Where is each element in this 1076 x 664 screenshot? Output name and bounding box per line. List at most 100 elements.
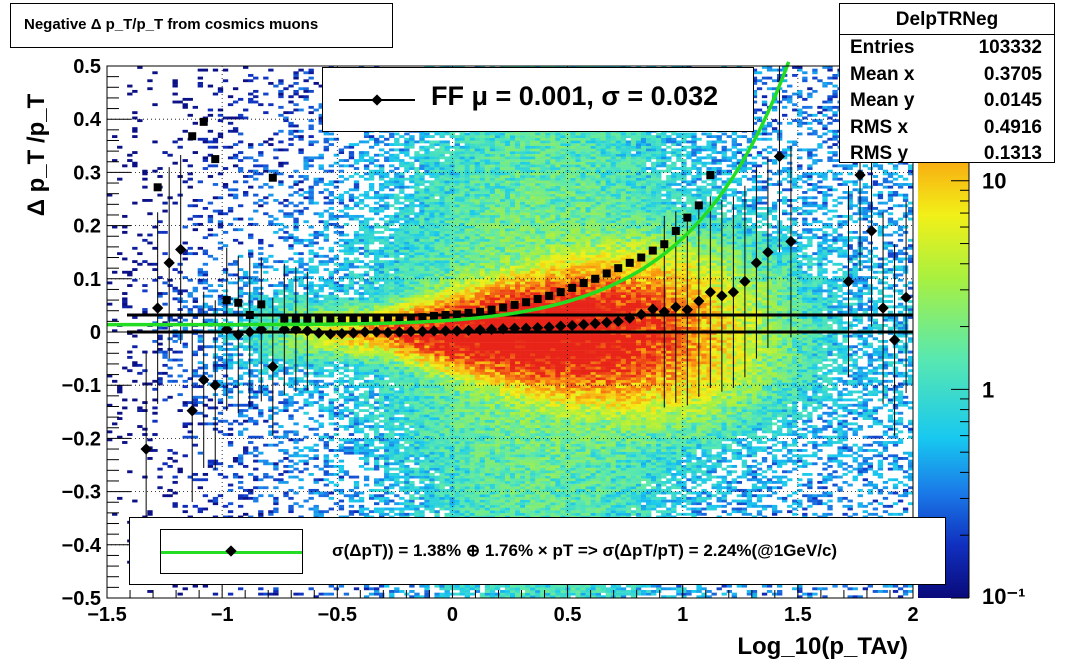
resolution-point [153,183,162,192]
mean-point [474,324,486,336]
mean-point [186,405,198,417]
resolution-point [637,253,646,262]
stats-title: DelpTRNeg [840,9,1054,35]
stats-label: Mean y [850,90,915,111]
stats-row-entries: Entries 103332 [840,35,1054,62]
mean-point [462,324,475,337]
resolution-point [671,226,680,235]
mean-point [290,323,302,335]
mean-point [382,326,394,339]
stats-value: 103332 [978,37,1042,58]
resolution-point [199,117,208,126]
mean-point [877,302,889,314]
mean-point [750,257,763,269]
resolution-point [303,315,312,324]
y-tick-label: 0 [90,322,101,344]
stats-value: 0.1313 [983,143,1042,164]
mean-point [221,323,233,335]
resolution-point [383,314,392,323]
x-tick-label: −0.5 [318,604,357,626]
chart-title: Negative Δ p_T/p_T from cosmics muons [24,16,319,33]
resolution-point [245,310,254,319]
mean-point [842,275,855,288]
stats-label: RMS y [850,143,909,164]
resolution-point [694,201,703,210]
mean-point [681,303,693,316]
mean-point [508,322,521,334]
resolution-point [337,316,346,325]
mean-point [267,360,279,373]
grid-lines [107,66,913,598]
resolution-point [499,303,508,312]
resolution-point [211,155,220,164]
resolution-point [314,316,323,325]
mean-point [543,321,555,333]
resolution-point [280,314,289,323]
resolution-point [234,298,243,307]
mean-point [278,323,290,335]
mean-point [244,326,256,338]
mean-point [531,322,544,334]
resolution-point [683,213,692,222]
mean-point [635,308,647,321]
x-tick-label: −1.5 [87,604,126,626]
resolution-point [487,305,496,314]
x-tick-label: 2 [907,604,918,626]
y-tick-label: 0.1 [73,269,101,291]
resolution-point [591,274,600,283]
mean-point [716,290,728,302]
stats-row-mean-y: Mean y 0.0145 [840,88,1054,115]
resolution-point [579,279,588,288]
y-tick-label: −0.3 [62,482,101,504]
mean-point [485,323,498,335]
mean-point [704,286,717,298]
y-tick-label: −0.5 [62,588,101,610]
resolution-point [556,288,565,297]
stats-value: 0.4916 [983,116,1042,138]
mean-point [370,326,383,338]
x-axis-label: Log_10(p_TAv) [737,633,908,660]
resolution-point [441,310,450,319]
legend-marker-sample [225,545,237,557]
mean-point [865,225,878,237]
mean-point [647,303,659,315]
mean-point [670,301,682,313]
legend-marker-sample [371,94,383,106]
stats-value: 0.0145 [983,90,1042,111]
mean-point [347,327,360,339]
resolution-point [648,246,657,255]
mean-point [336,327,348,340]
mean-point [854,169,866,181]
colorbar-label: 10 [982,169,1006,194]
mean-point [163,257,175,269]
mean-point [209,379,221,391]
mean-point [727,286,740,298]
y-tick-label: −0.2 [62,428,101,450]
colorbar-label: 10⁻¹ [982,584,1025,609]
x-tick-label: 0 [447,604,458,626]
resolution-point [464,308,473,317]
resolution-point [476,307,485,316]
axes: −1.5 −1 −0.5 0 0.5 1 1.5 2 −0.5 −0.4 −0.3 −0.2 −0.1 0… [62,56,919,626]
mean-point [773,150,786,163]
y-tick-label: 0.2 [73,216,101,238]
stats-box: DelpTRNeg Entries 103332 Mean x 0.3705 Mea… [839,3,1055,164]
fit-legend: FF μ = 0.001, σ = 0.032 [322,67,754,132]
mean-point [428,325,440,337]
stats-row-rms-x: RMS x 0.4916 [840,115,1054,142]
resolution-point [349,315,358,324]
stats-label: Mean x [850,63,915,85]
mean-point [198,374,210,386]
mean-point [140,443,152,455]
y-axis-label: Δ p_T /p_T [23,93,50,216]
resolution-point [430,312,439,321]
mean-point [520,322,532,334]
resolution-point [706,171,715,180]
mean-point [232,329,244,341]
mean-point [693,295,705,307]
mean-point [393,326,406,338]
mean-point [589,317,601,330]
mean-point [439,325,452,337]
mean-point [658,306,670,318]
fit-curve-line [107,61,791,327]
